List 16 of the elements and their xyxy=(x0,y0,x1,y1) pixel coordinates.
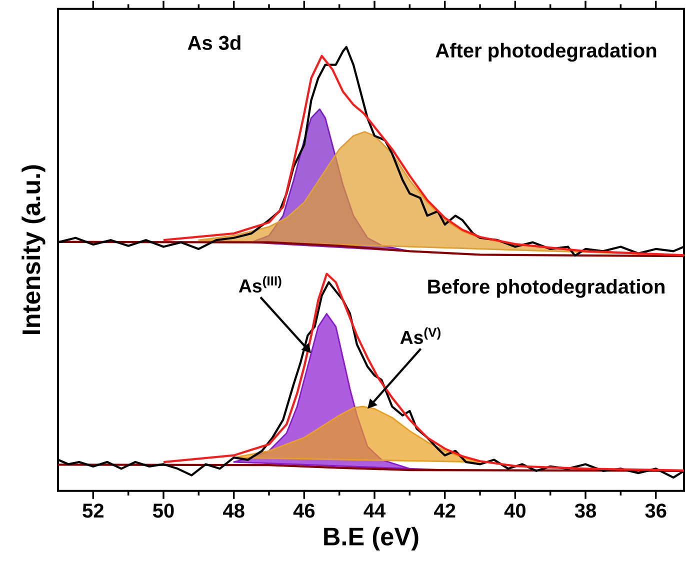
x-tick-label: 40 xyxy=(504,504,526,518)
annotation: As 3d xyxy=(188,35,240,50)
annotation: Before photodegradation xyxy=(428,279,664,298)
annotation: As$^{(V)}$ xyxy=(400,327,440,344)
x-axis-title: B.E (eV) xyxy=(324,526,418,551)
annotation: After photodegradation xyxy=(436,42,656,62)
y-axis-title: Intensity (a.u.) xyxy=(22,165,46,334)
x-tick-label: 42 xyxy=(434,504,456,518)
x-tick-label: 44 xyxy=(364,504,386,518)
x-tick-label: 36 xyxy=(645,504,666,518)
x-tick-label: 46 xyxy=(293,504,315,518)
x-tick-label: 52 xyxy=(82,504,104,518)
x-tick-label: 50 xyxy=(152,504,174,518)
x-tick-label: 38 xyxy=(574,504,596,518)
annotation: As$^{(III)}$ xyxy=(238,276,282,293)
x-tick-label: 48 xyxy=(223,504,244,518)
